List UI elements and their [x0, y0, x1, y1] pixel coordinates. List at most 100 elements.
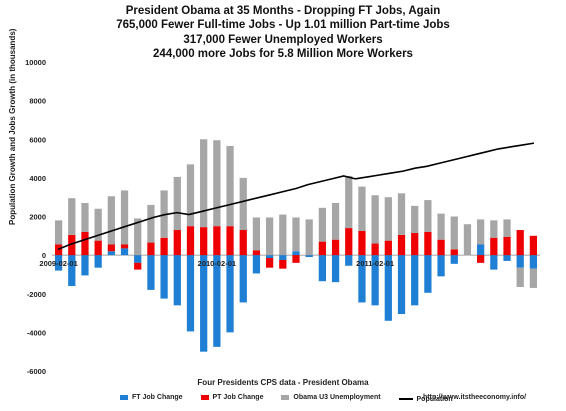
- u3-bar: [450, 216, 458, 250]
- pt-bar: [503, 236, 511, 256]
- ft-bar: [437, 255, 445, 277]
- pt-bar: [107, 244, 115, 252]
- u3-bar: [147, 204, 155, 243]
- pt-bar: [68, 234, 76, 256]
- legend-item-population: Population: [398, 395, 453, 403]
- y-tick-label: -6000: [27, 367, 46, 376]
- y-tick-label: 6000: [29, 135, 46, 144]
- u3-bar: [529, 268, 538, 288]
- u3-bar: [305, 219, 313, 256]
- pt-bar: [292, 255, 300, 263]
- ft-bar: [107, 251, 115, 256]
- u3-bar: [107, 196, 115, 245]
- u3-bar: [318, 207, 326, 242]
- legend-swatch-pt: [200, 395, 209, 400]
- y-tick-label: -2000: [27, 290, 46, 299]
- u3-bar: [186, 164, 195, 227]
- ft-bar: [305, 255, 313, 258]
- y-tick-label: 0: [42, 251, 46, 260]
- ft-bar: [424, 255, 432, 293]
- chart-subtitle-3: 244,000 more Jobs for 5.8 Million More W…: [153, 47, 413, 60]
- x-tick-label: 2011-02-01: [356, 259, 394, 268]
- ft-bar: [226, 255, 234, 333]
- ft-bar: [147, 255, 155, 290]
- u3-bar: [54, 220, 63, 245]
- ft-bar: [265, 255, 274, 259]
- legend-label-pt: PT Job Change: [212, 394, 264, 401]
- u3-bar: [239, 177, 247, 231]
- legend-item-ft: FT Job Change: [120, 394, 183, 401]
- pt-bar: [529, 235, 538, 256]
- u3-bar: [173, 176, 181, 231]
- source-url: http://www.itstheeconomy.info/: [423, 394, 527, 401]
- x-tick-label: 2009-02-01: [39, 259, 77, 268]
- ft-bar: [54, 255, 63, 271]
- u3-bar: [424, 200, 432, 232]
- y-tick-label: 8000: [29, 97, 46, 106]
- pt-bar: [134, 262, 142, 270]
- ft-bar: [120, 248, 129, 256]
- ft-bar: [477, 244, 485, 256]
- u3-bar: [213, 140, 221, 227]
- legend-swatch-u3: [281, 395, 290, 400]
- u3-bar: [226, 146, 234, 227]
- ft-bar: [81, 255, 89, 276]
- u3-bar: [279, 214, 287, 256]
- pt-bar: [384, 240, 392, 256]
- pt-bar: [516, 230, 524, 256]
- pt-bar: [437, 239, 445, 256]
- pt-bar: [397, 234, 406, 256]
- legend-label-population: Population: [416, 395, 453, 403]
- pt-bar: [279, 259, 287, 269]
- ft-bar: [292, 251, 300, 256]
- ft-bar: [490, 255, 498, 270]
- u3-bar: [200, 139, 208, 228]
- u3-bar: [371, 195, 379, 244]
- u3-bar: [68, 198, 76, 235]
- ft-bar: [200, 255, 208, 352]
- x-axis-label: Four Presidents CPS data - President Oba…: [197, 378, 369, 387]
- ft-bar: [186, 255, 195, 332]
- ft-bar: [68, 255, 76, 287]
- pt-bar: [226, 226, 234, 256]
- pt-bar: [81, 231, 89, 256]
- pt-bar: [147, 242, 155, 256]
- y-tick-label: -4000: [27, 328, 46, 337]
- pt-bar: [358, 230, 366, 256]
- pt-bar: [331, 239, 340, 256]
- pt-bar: [345, 228, 353, 256]
- chart-subtitle-1: 765,000 Fewer Full-time Jobs - Up 1.01 m…: [116, 19, 450, 32]
- ft-bar: [371, 255, 379, 306]
- u3-bar: [411, 205, 419, 233]
- ft-bar: [213, 255, 221, 347]
- y-tick-label: 2000: [29, 213, 46, 222]
- u3-bar: [331, 202, 340, 240]
- ft-bar: [173, 255, 181, 306]
- u3-bar: [252, 217, 261, 251]
- x-tick-label: 2010-02-01: [198, 259, 236, 268]
- u3-bar: [516, 267, 524, 287]
- ft-bar: [160, 255, 168, 299]
- pt-bar: [450, 249, 458, 256]
- pt-bar: [490, 237, 498, 256]
- ft-bar: [516, 255, 524, 268]
- ft-bar: [384, 255, 392, 321]
- u3-bar: [94, 208, 102, 241]
- u3-bar: [490, 220, 498, 238]
- chart-subtitle-2: 317,000 Fewer Unemployed Workers: [183, 33, 383, 46]
- ft-bar: [279, 255, 287, 260]
- u3-bar: [292, 217, 300, 252]
- pt-bar: [371, 243, 379, 256]
- pt-bar: [186, 226, 195, 256]
- pt-bar: [160, 237, 168, 256]
- ft-bar: [450, 255, 458, 264]
- u3-bar: [265, 217, 274, 256]
- pt-bar: [252, 250, 261, 256]
- u3-bar: [437, 213, 445, 240]
- legend-label-ft: FT Job Change: [132, 394, 183, 401]
- ft-bar: [358, 255, 366, 303]
- legend: FT Job Change PT Job Change Obama U3 Une…: [120, 394, 469, 403]
- legend-swatch-population: [398, 398, 413, 400]
- u3-bar: [134, 218, 142, 256]
- u3-bar: [397, 193, 406, 235]
